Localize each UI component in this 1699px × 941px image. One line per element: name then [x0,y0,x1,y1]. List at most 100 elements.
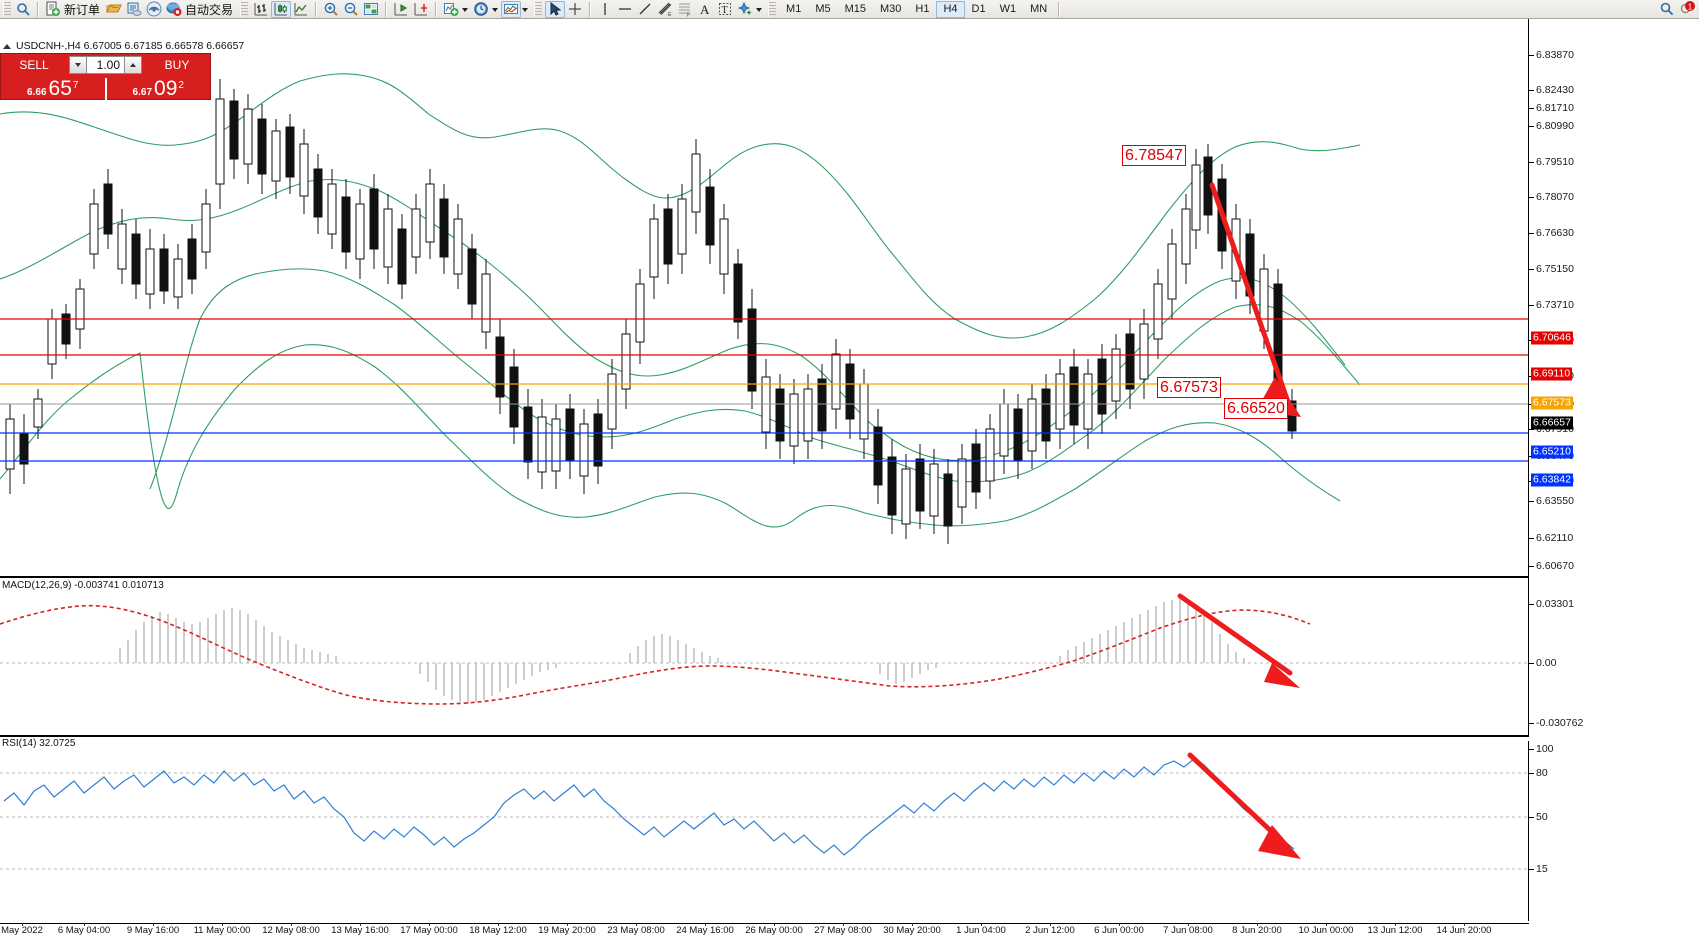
time-axis[interactable]: May 2022 6 May 04:00 9 May 16:00 11 May … [0,923,1529,941]
buy-price-prefix: 6.67 [132,87,153,98]
new-order-icon[interactable] [43,1,63,18]
add-indicator-icon[interactable] [441,1,461,18]
price-tick [1529,197,1534,198]
chevron-up-icon [130,63,136,67]
time-label-0: May 2022 [1,925,43,936]
toolbar-grip-4[interactable] [768,1,777,17]
toolbar-grip[interactable] [3,1,11,17]
chevron-down-icon [75,63,81,67]
level-label-current-price[interactable]: 6.66657 [1531,416,1573,430]
timeframe-h1[interactable]: H1 [915,3,930,15]
time-tick [636,923,637,926]
pane-divider-1 [0,576,1529,578]
timeframe-mn[interactable]: MN [1030,3,1048,15]
crosshair-icon[interactable] [565,1,585,18]
time-label-9: 23 May 08:00 [607,925,665,936]
buy-button[interactable]: BUY [144,54,210,76]
buy-price[interactable]: 6.67 09 2 [104,78,211,100]
annotation-low[interactable]: 6.66520 [1224,398,1288,419]
symbol-info-bar: USDCNH-,H4 6.67005 6.67185 6.66578 6.666… [3,40,244,52]
line-chart-icon[interactable] [291,1,311,18]
search-icon[interactable] [1657,1,1677,18]
volume-increase-button[interactable] [124,56,142,74]
time-label-6: 17 May 00:00 [400,925,458,936]
price-axis-line [1528,19,1529,576]
timeframe-m30[interactable]: M30 [880,3,902,15]
equidistant-channel-icon[interactable]: E [655,1,675,18]
rsi-pane[interactable] [0,741,1529,921]
sell-price[interactable]: 6.66 65 7 [1,78,105,100]
price-pane[interactable] [0,19,1529,576]
timeframe-w1[interactable]: W1 [999,3,1017,15]
period-dropdown-icon[interactable] [492,8,499,12]
price-tick [1529,429,1534,430]
timeframe-d1[interactable]: D1 [971,3,986,15]
tile-windows-icon[interactable] [361,1,381,18]
timeframe-h4[interactable]: H4 [936,0,965,18]
template-dropdown-icon[interactable] [522,8,529,12]
one-click-trading-panel[interactable]: SELL 1.00 BUY 6.66 65 7 6.67 09 2 [0,53,211,100]
time-tick [1257,923,1258,926]
shapes-icon[interactable] [735,1,755,18]
timeframe-m5[interactable]: M5 [815,3,831,15]
time-tick [1050,923,1051,926]
horizontal-line-icon[interactable] [615,1,635,18]
new-order-label[interactable]: 新订单 [64,2,101,17]
volume-input[interactable]: 1.00 [87,56,124,74]
timeframe-m15[interactable]: M15 [844,3,866,15]
autotrading-label[interactable]: 自动交易 [185,2,234,17]
rsi-tick [1529,817,1534,818]
chart-shift-icon[interactable] [391,1,411,18]
folder-icon[interactable] [104,1,124,18]
bar-chart-icon[interactable] [251,1,271,18]
time-label-13: 30 May 20:00 [883,925,941,936]
trendline-icon[interactable] [635,1,655,18]
shapes-dropdown-icon[interactable] [756,8,763,12]
level-label-6-70646[interactable]: 6.70646 [1531,331,1573,345]
level-label-6-63842[interactable]: 6.63842 [1531,473,1573,487]
price-tick [1529,126,1534,127]
price-plot-svg [0,73,1529,544]
zoom-out-icon[interactable] [341,1,361,18]
chart-area[interactable]: MACD(12,26,9) -0.003741 0.010713 RSI(14)… [0,19,1699,941]
autotrading-icon[interactable] [164,1,184,18]
volume-stepper[interactable]: 1.00 [67,54,144,76]
rsi-label-2: 50 [1536,811,1548,823]
pointer-icon[interactable] [545,0,566,18]
time-label-1: 6 May 04:00 [57,925,111,936]
sell-button[interactable]: SELL [1,54,67,76]
template-icon[interactable] [501,0,522,18]
level-label-6-65210[interactable]: 6.65210 [1531,445,1573,459]
time-label-4: 12 May 08:00 [262,925,320,936]
text-label-icon[interactable]: T [715,1,735,18]
rsi-label-1: 80 [1536,767,1548,779]
candlestick-chart-icon[interactable] [271,0,292,18]
terminal-icon[interactable] [124,1,144,18]
macd-pane[interactable] [0,578,1529,737]
add-indicator-dropdown-icon[interactable] [462,8,469,12]
rsi-label-0: 100 [1536,743,1554,755]
macd-axis-line [1528,578,1529,737]
timeframe-m1[interactable]: M1 [786,3,802,15]
cursor-magnifier-icon[interactable] [14,1,33,18]
fibonacci-icon[interactable]: F [675,1,695,18]
time-tick [843,923,844,926]
annotation-high[interactable]: 6.78547 [1122,145,1186,166]
zoom-in-icon[interactable] [321,1,341,18]
level-label-6-69110[interactable]: 6.69110 [1531,367,1573,381]
volume-decrease-button[interactable] [69,56,87,74]
signal-icon[interactable] [144,1,164,18]
toolbar-grip-2[interactable] [240,1,249,17]
toolbar-separator-4 [435,1,438,17]
alert-badge-icon[interactable]: 1 [1677,1,1697,18]
sell-price-sup: 7 [72,80,79,91]
price-label-0: 6.83870 [1536,49,1574,61]
level-label-6-67573[interactable]: 6.67573 [1531,396,1573,410]
auto-scroll-icon[interactable] [411,1,431,18]
period-clock-icon[interactable] [471,1,491,18]
annotation-mid[interactable]: 6.67573 [1157,377,1221,398]
trend-arrow-main [1209,182,1301,417]
toolbar-grip-3[interactable] [534,1,543,17]
text-icon[interactable]: A [695,1,715,18]
vertical-line-icon[interactable] [595,1,615,18]
